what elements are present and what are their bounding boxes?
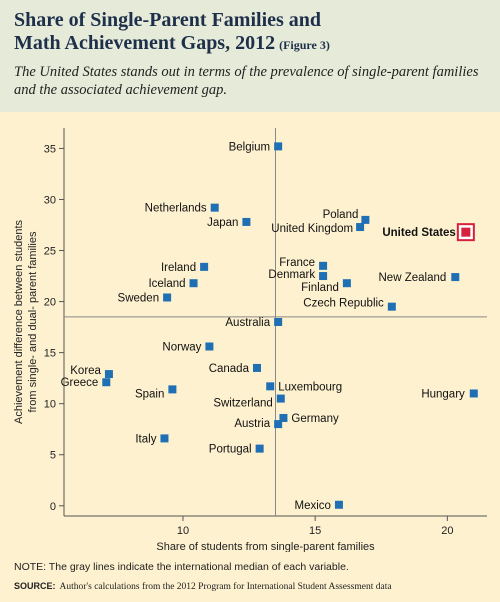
point-label-sweden: Sweden: [118, 292, 160, 304]
y-tick-label: 20: [44, 297, 56, 309]
source-label: SOURCE:: [14, 581, 56, 591]
point-label-czech-republic: Czech Republic: [303, 298, 384, 310]
point-label-japan: Japan: [207, 217, 238, 229]
point-spain: [168, 385, 177, 394]
title-line-1: Share of Single-Parent Families and: [14, 9, 322, 31]
point-australia: [274, 318, 283, 326]
point-label-korea: Korea: [70, 365, 101, 377]
point-label-united-states: United States: [382, 227, 456, 239]
point-label-canada: Canada: [209, 363, 250, 375]
point-label-norway: Norway: [162, 342, 201, 354]
point-korea: [104, 370, 113, 379]
y-tick-label: 10: [44, 399, 56, 411]
point-label-portugal: Portugal: [209, 444, 252, 456]
x-axis-label: Share of students from single-parent fam…: [156, 541, 375, 552]
source-text: Author's calculations from the 2012 Prog…: [59, 582, 392, 592]
point-label-hungary: Hungary: [421, 388, 465, 400]
point-canada: [252, 363, 261, 372]
point-label-spain: Spain: [135, 388, 164, 400]
title-line-2: Math Achievement Gaps, 2012 (Figure 3): [14, 32, 484, 57]
x-tick-label: 10: [177, 525, 189, 537]
point-germany: [279, 413, 288, 422]
point-label-switzerland: Switzerland: [213, 398, 272, 410]
point-hungary: [469, 389, 478, 398]
point-label-netherlands: Netherlands: [145, 203, 207, 215]
y-tick-label: 15: [44, 348, 56, 360]
point-czech-republic: [387, 302, 396, 311]
point-italy: [160, 434, 169, 443]
point-label-greece: Greece: [61, 377, 99, 389]
figure-label: (Figure 3): [279, 38, 330, 52]
point-label-united-kingdom: United Kingdom: [271, 223, 353, 235]
point-belgium: [274, 142, 283, 151]
title-line-2-text: Math Achievement Gaps, 2012: [14, 32, 276, 54]
point-label-luxembourg: Luxembourg: [278, 381, 342, 393]
chart-subtitle: The United States stands out in terms of…: [14, 64, 479, 98]
y-tick-label: 30: [44, 194, 56, 206]
x-tick-label: 15: [309, 525, 321, 537]
point-united-states: [461, 227, 471, 237]
point-label-italy: Italy: [135, 433, 156, 445]
point-label-iceland: Iceland: [148, 278, 185, 290]
point-label-belgium: Belgium: [229, 141, 271, 153]
y-tick-label: 0: [50, 501, 56, 513]
point-label-new-zealand: New Zealand: [379, 272, 447, 284]
y-tick-label: 25: [44, 246, 56, 258]
header-band: Share of Single-Parent Families and Math…: [0, 0, 500, 112]
scatter-chart: 0 5 10 15 20 25 30 35 10 15 20 Share of students fr…: [13, 128, 487, 552]
point-luxembourg: [266, 382, 275, 391]
point-new-zealand: [451, 273, 460, 282]
point-label-germany: Germany: [291, 413, 339, 425]
point-label-poland: Poland: [323, 209, 359, 221]
point-label-ireland: Ireland: [161, 262, 196, 274]
point-portugal: [255, 444, 264, 453]
y-axis-label-line-1: Achievement difference between students: [13, 219, 25, 424]
point-ireland: [200, 262, 209, 271]
point-norway: [205, 342, 214, 351]
point-label-denmark: Denmark: [268, 269, 315, 281]
point-poland: [361, 215, 370, 224]
point-label-australia: Australia: [225, 317, 270, 329]
point-label-finland: Finland: [301, 282, 339, 294]
y-tick-label: 35: [44, 143, 56, 155]
point-austria: [274, 420, 283, 429]
point-sweden: [163, 293, 172, 302]
point-greece: [102, 378, 111, 387]
point-switzerland: [276, 394, 285, 403]
point-label-france: France: [279, 257, 315, 269]
y-axis-label-line-2: from single- and dual- parent families: [27, 231, 39, 412]
x-tick-label: 20: [441, 525, 453, 537]
y-tick-label: 5: [50, 450, 56, 462]
source-line: SOURCE: Author's calculations from the 20…: [14, 581, 392, 592]
point-finland: [342, 279, 351, 288]
point-label-mexico: Mexico: [295, 500, 331, 512]
point-france: [319, 261, 328, 270]
point-mexico: [334, 500, 343, 509]
point-united-kingdom: [356, 223, 365, 232]
footnote: NOTE: The gray lines indicate the intern…: [14, 561, 349, 573]
point-japan: [242, 217, 251, 226]
point-label-austria: Austria: [234, 418, 270, 430]
point-netherlands: [210, 203, 219, 212]
point-iceland: [189, 279, 198, 288]
point-denmark: [319, 272, 328, 281]
chart-title: Share of Single-Parent Families and Math…: [14, 9, 484, 57]
